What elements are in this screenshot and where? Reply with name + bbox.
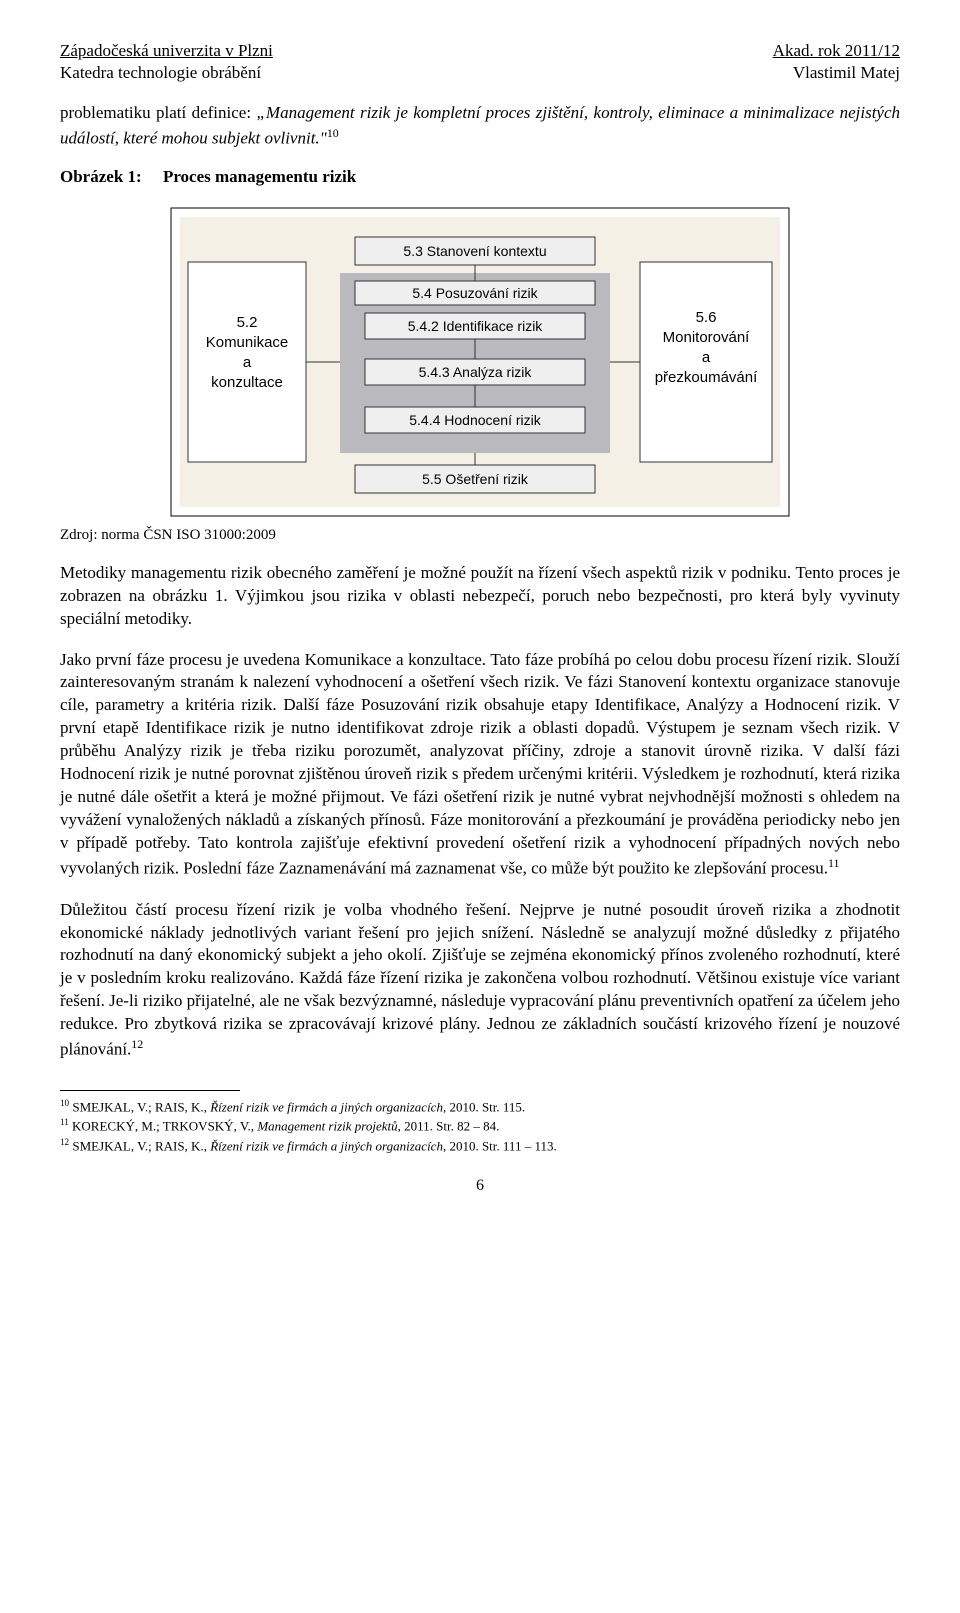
- fn10-tail: , 2010. Str. 115.: [443, 1099, 525, 1114]
- box-row4-text: 5.4.3 Analýza rizik: [419, 364, 533, 380]
- page-header: Západočeská univerzita v Plzni Katedra t…: [60, 40, 900, 84]
- fn10-num: 10: [60, 1098, 69, 1108]
- left-panel-line3: a: [243, 354, 252, 371]
- header-left: Západočeská univerzita v Plzni Katedra t…: [60, 40, 273, 84]
- paragraph-intro: problematiku platí definice: „Management…: [60, 102, 900, 151]
- fn11-title: Management rizik projektů: [257, 1119, 397, 1134]
- footnote-ref-10: 10: [327, 126, 339, 140]
- left-panel-line4: konzultace: [211, 374, 283, 391]
- fn11-a: KORECKÝ, M.; TRKOVSKÝ, V.,: [69, 1119, 258, 1134]
- footnote-ref-12: 12: [131, 1037, 143, 1051]
- box-row5-text: 5.4.4 Hodnocení rizik: [409, 412, 542, 428]
- header-right: Akad. rok 2011/12 Vlastimil Matej: [773, 40, 900, 84]
- box-row6-text: 5.5 Ošetření rizik: [422, 471, 529, 487]
- paragraph-3: Jako první fáze procesu je uvedena Komun…: [60, 649, 900, 881]
- process-diagram: 5.2 Komunikace a konzultace 5.6 Monitoro…: [170, 207, 790, 517]
- header-year: Akad. rok 2011/12: [773, 40, 900, 62]
- figure-source: Zdroj: norma ČSN ISO 31000:2009: [60, 527, 900, 544]
- para4-text: Důležitou částí procesu řízení rizik je …: [60, 900, 900, 1059]
- figure-label: Obrázek 1: Proces managementu rizik: [60, 167, 900, 187]
- fn11-num: 11: [60, 1117, 69, 1127]
- box-row1-text: 5.3 Stanovení kontextu: [403, 243, 546, 259]
- page-number: 6: [60, 1177, 900, 1195]
- header-university: Západočeská univerzita v Plzni: [60, 40, 273, 62]
- footnote-11: 11 KORECKÝ, M.; TRKOVSKÝ, V., Management…: [60, 1116, 900, 1136]
- paragraph-2: Metodiky managementu rizik obecného zamě…: [60, 562, 900, 631]
- box-row2-text: 5.4 Posuzování rizik: [412, 285, 538, 301]
- fn10-title: Řízení rizik ve firmách a jiných organiz…: [210, 1099, 443, 1114]
- right-panel-line2: Monitorování: [663, 329, 751, 346]
- paragraph-4: Důležitou částí procesu řízení rizik je …: [60, 899, 900, 1062]
- fn12-num: 12: [60, 1137, 69, 1147]
- box-row3-text: 5.4.2 Identifikace rizik: [408, 318, 544, 334]
- fn12-a: SMEJKAL, V.; RAIS, K.,: [69, 1138, 210, 1153]
- header-department: Katedra technologie obrábění: [60, 62, 273, 84]
- footnote-ref-11: 11: [828, 856, 839, 870]
- footnote-separator: [60, 1090, 240, 1091]
- right-panel-line1: 5.6: [696, 309, 717, 326]
- fn10-a: SMEJKAL, V.; RAIS, K.,: [69, 1099, 210, 1114]
- left-panel-line2: Komunikace: [206, 334, 289, 351]
- footnote-10: 10 SMEJKAL, V.; RAIS, K., Řízení rizik v…: [60, 1097, 900, 1117]
- fn12-tail: , 2010. Str. 111 – 113.: [443, 1138, 557, 1153]
- para3-text: Jako první fáze procesu je uvedena Komun…: [60, 650, 900, 878]
- figure-title: Proces managementu rizik: [163, 167, 356, 186]
- fn11-tail: , 2011. Str. 82 – 84.: [398, 1119, 500, 1134]
- right-panel-line4: přezkoumávání: [655, 369, 758, 386]
- left-panel-line1: 5.2: [237, 314, 258, 331]
- header-author: Vlastimil Matej: [773, 62, 900, 84]
- footnote-12: 12 SMEJKAL, V.; RAIS, K., Řízení rizik v…: [60, 1136, 900, 1156]
- intro-text-a: problematiku platí definice:: [60, 103, 256, 122]
- right-panel-line3: a: [702, 349, 711, 366]
- fn12-title: Řízení rizik ve firmách a jiných organiz…: [210, 1138, 443, 1153]
- figure-number: Obrázek 1:: [60, 167, 142, 186]
